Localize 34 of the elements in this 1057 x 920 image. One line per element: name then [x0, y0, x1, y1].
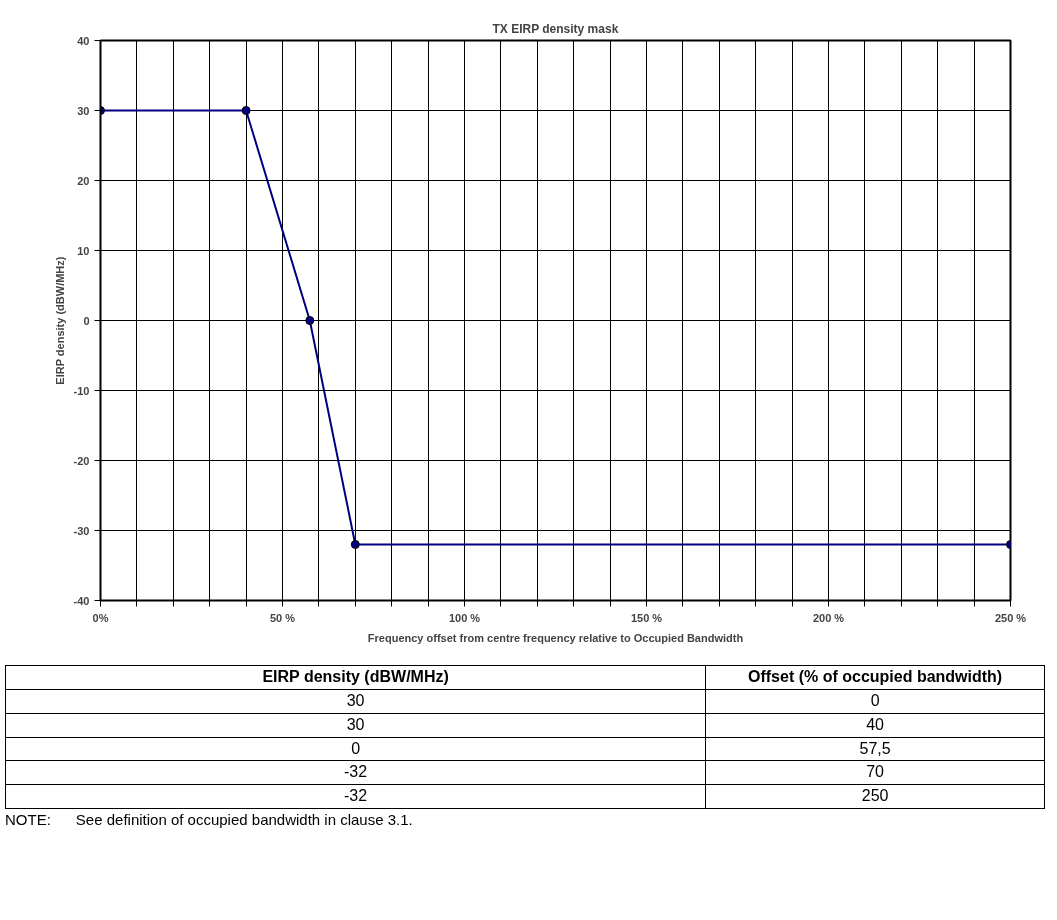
- text: -32: [5, 760, 706, 785]
- x-tick-label: 250 %: [994, 611, 1027, 624]
- text: 0: [705, 689, 1045, 714]
- y-axis-title: EIRP density (dBW/MHz): [53, 256, 66, 385]
- x-tick-label: 0%: [92, 611, 109, 624]
- text: 70: [705, 760, 1045, 785]
- text: 30: [5, 689, 706, 714]
- y-tick-label: -10: [73, 384, 90, 397]
- y-tick-label: 10: [77, 244, 90, 257]
- point: [350, 540, 360, 549]
- chart-title: TX EIRP density mask: [492, 21, 619, 36]
- text: NOTE: See definition of occupied bandwidth in clause 3.1.: [5, 810, 414, 831]
- text: EIRP density (dBW/MHz): [5, 665, 706, 690]
- text: 0: [5, 737, 706, 761]
- x-tick-label: 100 %: [448, 611, 481, 624]
- x-tick-label: 150 %: [630, 611, 663, 624]
- point: [305, 316, 315, 325]
- point: [241, 106, 251, 115]
- y-tick-label: -30: [73, 524, 90, 537]
- text: 250: [705, 784, 1045, 809]
- x-axis-title: Frequency offset from centre frequency relative to Occupied Bandwidth: [367, 631, 744, 644]
- y-tick-label: 40: [77, 34, 90, 47]
- text: 40: [705, 713, 1045, 738]
- text: Offset (% of occupied bandwidth): [705, 665, 1045, 690]
- y-tick-label: 0: [83, 314, 90, 327]
- text: 30: [5, 713, 706, 738]
- x-tick-label: 200 %: [812, 611, 845, 624]
- x-tick-label: 50 %: [269, 611, 296, 624]
- text: -32: [5, 784, 706, 809]
- text: 57,5: [705, 737, 1045, 761]
- y-tick-label: 30: [77, 104, 90, 117]
- y-tick-label: 20: [77, 174, 90, 187]
- y-tick-label: -20: [73, 454, 90, 467]
- y-tick-label: -40: [73, 594, 90, 607]
